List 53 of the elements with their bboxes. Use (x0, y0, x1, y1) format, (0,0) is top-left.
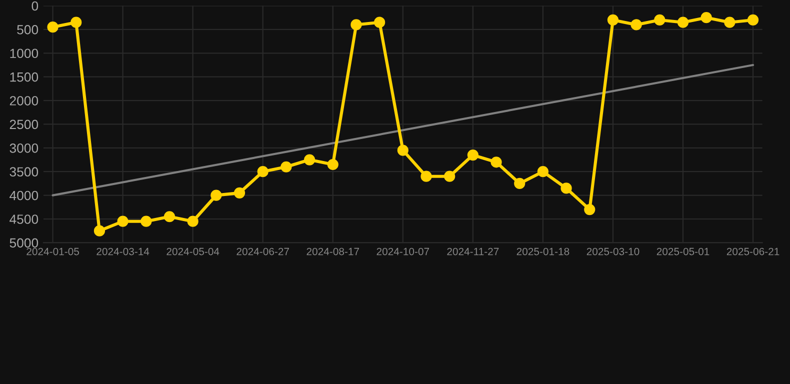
point (70, 16, 82, 28)
y-tick-label: 5000 (10, 238, 38, 248)
point (234, 187, 246, 198)
x-tick-label: 2024-05-04 (166, 248, 220, 256)
x-tick-label: 2025-05-01 (656, 248, 710, 256)
y-tick-label: 3000 (10, 143, 38, 153)
point (724, 16, 736, 28)
point (327, 158, 338, 170)
y-tick-label: 2500 (10, 120, 38, 130)
y-tick-label: 1500 (10, 72, 38, 82)
point (467, 149, 478, 161)
point (747, 14, 759, 26)
point (654, 14, 666, 26)
point (210, 190, 222, 201)
point (630, 19, 642, 30)
point (537, 166, 548, 178)
point (514, 178, 526, 190)
point (140, 216, 152, 227)
x-tick-label: 2025-01-18 (516, 248, 570, 256)
y-tick-label: 4000 (10, 190, 38, 200)
y-tick-label: 500 (17, 25, 38, 34)
y-tick-label: 4500 (10, 214, 38, 224)
point (444, 170, 456, 182)
x-tick-label: 2024-03-14 (96, 248, 150, 256)
point (350, 19, 362, 30)
point (420, 170, 432, 182)
x-tick-label: 2024-08-17 (306, 248, 359, 256)
point (560, 182, 572, 194)
point (280, 161, 292, 172)
x-tick-label: 2024-11-27 (447, 248, 499, 256)
point (164, 211, 176, 222)
point (187, 216, 198, 227)
point (607, 14, 619, 26)
x-tick-label: 2025-03-10 (586, 248, 640, 256)
y-tick-label: 3500 (10, 167, 38, 177)
point (397, 144, 408, 156)
point (490, 156, 502, 168)
y-tick-label: 1000 (10, 48, 38, 58)
point (700, 12, 712, 24)
point (47, 22, 58, 33)
point (584, 204, 596, 216)
point (94, 225, 106, 236)
y-tick-label: 2000 (10, 96, 38, 106)
point (257, 166, 268, 178)
point (304, 154, 316, 166)
y-tick-label: 0 (32, 1, 38, 11)
point (117, 216, 128, 227)
point (677, 16, 689, 28)
x-tick-label: 2024-06-27 (236, 248, 289, 256)
x-tick-label: 2024-10-07 (376, 248, 430, 256)
x-tick-label: 2024-01-05 (26, 248, 79, 256)
x-tick-label: 2025-06-21 (726, 248, 780, 256)
point (374, 16, 386, 28)
